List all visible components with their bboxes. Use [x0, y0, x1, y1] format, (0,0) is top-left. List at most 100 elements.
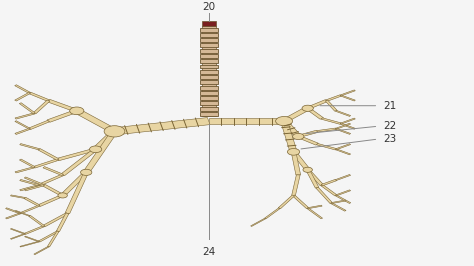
Polygon shape [307, 208, 323, 219]
Polygon shape [251, 218, 266, 226]
Bar [200, 49, 218, 53]
Polygon shape [306, 100, 328, 109]
Polygon shape [15, 128, 30, 134]
Polygon shape [317, 143, 337, 150]
Polygon shape [74, 109, 118, 133]
Circle shape [287, 148, 300, 155]
Polygon shape [15, 113, 35, 119]
Circle shape [70, 107, 84, 115]
Polygon shape [291, 151, 310, 170]
Circle shape [292, 133, 304, 140]
Bar [200, 80, 218, 84]
Polygon shape [292, 195, 309, 209]
Polygon shape [278, 195, 295, 209]
Polygon shape [65, 172, 89, 214]
Polygon shape [6, 208, 21, 214]
Polygon shape [57, 148, 97, 161]
Polygon shape [316, 187, 332, 203]
Polygon shape [43, 167, 64, 176]
Circle shape [276, 117, 292, 126]
Polygon shape [340, 90, 356, 96]
Polygon shape [34, 159, 59, 168]
Circle shape [302, 105, 313, 111]
Polygon shape [321, 185, 337, 196]
Text: 21: 21 [383, 101, 396, 111]
Polygon shape [47, 110, 78, 122]
Bar [200, 96, 218, 100]
Polygon shape [336, 110, 351, 117]
Polygon shape [281, 121, 297, 152]
Text: 20: 20 [202, 2, 215, 12]
Polygon shape [25, 185, 45, 191]
Polygon shape [306, 169, 319, 188]
Polygon shape [336, 128, 351, 134]
Polygon shape [20, 185, 40, 191]
Polygon shape [331, 200, 346, 203]
Polygon shape [321, 118, 341, 124]
Polygon shape [47, 231, 59, 247]
Polygon shape [340, 123, 356, 129]
Polygon shape [60, 172, 89, 196]
Text: 23: 23 [383, 134, 396, 144]
Polygon shape [24, 177, 45, 186]
Polygon shape [306, 169, 324, 186]
Bar [200, 101, 218, 105]
Polygon shape [29, 215, 45, 227]
Bar [200, 107, 218, 111]
Bar [200, 43, 218, 47]
Polygon shape [264, 208, 280, 219]
Polygon shape [10, 195, 25, 198]
Polygon shape [92, 130, 118, 150]
Polygon shape [336, 174, 351, 180]
Polygon shape [292, 175, 300, 196]
Polygon shape [325, 100, 337, 111]
Polygon shape [330, 203, 346, 211]
Polygon shape [10, 234, 25, 239]
Polygon shape [306, 107, 324, 119]
Polygon shape [19, 159, 35, 168]
Polygon shape [38, 195, 64, 206]
Polygon shape [209, 118, 284, 124]
Polygon shape [61, 148, 98, 176]
Polygon shape [20, 241, 39, 247]
Polygon shape [24, 197, 40, 206]
Polygon shape [335, 195, 351, 203]
Text: 22: 22 [383, 121, 396, 131]
Bar [200, 59, 218, 63]
Bar [201, 26, 216, 116]
Polygon shape [20, 180, 40, 186]
Polygon shape [19, 205, 40, 214]
Polygon shape [15, 167, 35, 173]
Polygon shape [56, 213, 69, 231]
Polygon shape [15, 210, 30, 216]
Polygon shape [38, 231, 59, 242]
Polygon shape [43, 213, 69, 227]
Polygon shape [321, 179, 337, 186]
Polygon shape [336, 123, 351, 129]
Bar [200, 91, 218, 95]
Polygon shape [340, 95, 356, 101]
Polygon shape [10, 228, 25, 234]
Polygon shape [297, 136, 319, 145]
Polygon shape [15, 121, 30, 129]
Polygon shape [47, 99, 78, 112]
Circle shape [303, 167, 312, 172]
Circle shape [81, 169, 92, 175]
Polygon shape [113, 118, 210, 135]
Polygon shape [20, 144, 40, 150]
Polygon shape [43, 184, 64, 196]
Polygon shape [25, 236, 39, 242]
Circle shape [90, 146, 102, 153]
Circle shape [104, 126, 125, 137]
Polygon shape [15, 93, 30, 101]
Polygon shape [6, 213, 21, 219]
Polygon shape [336, 144, 351, 150]
Polygon shape [24, 226, 45, 234]
Polygon shape [281, 120, 301, 137]
Bar [201, 21, 216, 26]
Bar [200, 86, 218, 90]
Polygon shape [336, 149, 351, 155]
Bar [200, 38, 218, 42]
Polygon shape [340, 118, 356, 124]
Bar [200, 75, 218, 79]
